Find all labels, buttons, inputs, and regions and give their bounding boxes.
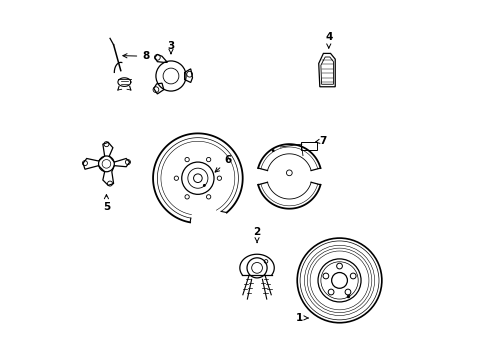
Text: 3: 3: [167, 41, 174, 54]
Text: 7: 7: [315, 136, 326, 145]
Text: 6: 6: [215, 155, 231, 172]
Circle shape: [336, 263, 342, 269]
Text: 8: 8: [122, 51, 149, 61]
Text: 1: 1: [295, 313, 308, 323]
Text: 4: 4: [325, 32, 332, 48]
Circle shape: [193, 174, 202, 183]
Circle shape: [331, 273, 346, 288]
Circle shape: [203, 184, 205, 187]
Circle shape: [349, 273, 355, 279]
Circle shape: [323, 273, 328, 279]
Text: 5: 5: [102, 195, 110, 212]
Circle shape: [345, 289, 350, 295]
Circle shape: [271, 149, 274, 152]
Circle shape: [327, 289, 333, 295]
Circle shape: [346, 295, 349, 298]
FancyBboxPatch shape: [301, 141, 316, 150]
Text: 2: 2: [253, 227, 260, 243]
